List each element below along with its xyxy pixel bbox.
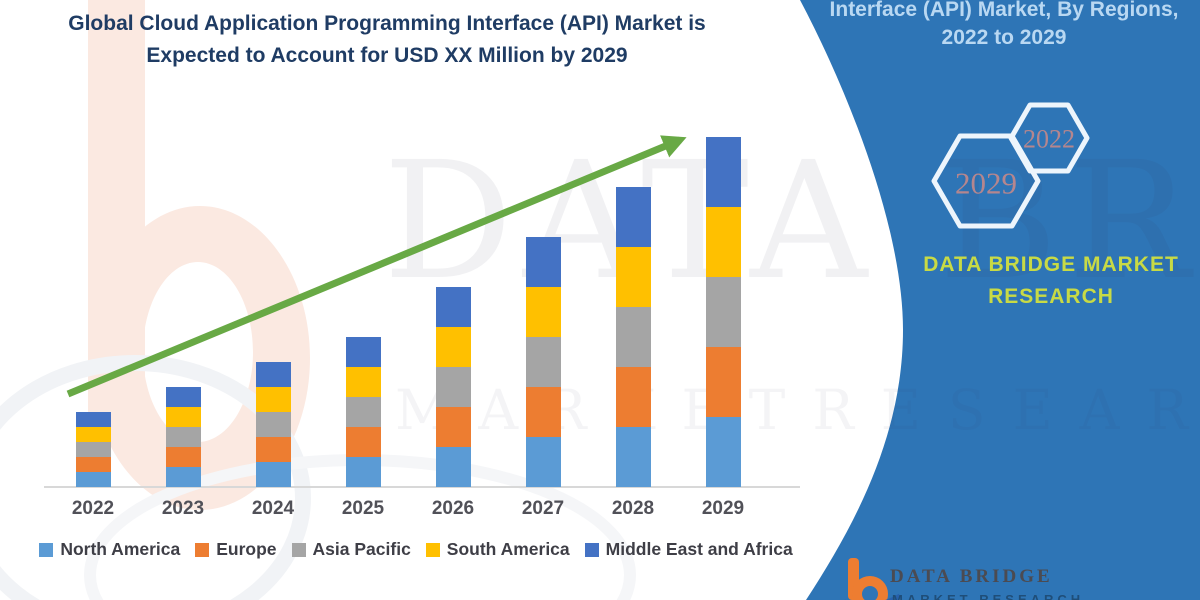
chart-title-line2: Expected to Account for USD XX Million b… <box>146 43 628 67</box>
bar-2022 <box>75 412 111 487</box>
legend-item-europe: Europe <box>195 539 277 560</box>
bar-segment-europe <box>345 427 381 457</box>
databridge-logo: DATA BRIDGE MARKET RESEARCH <box>840 552 1160 600</box>
bar-segment-north-america <box>615 427 651 487</box>
bar-segment-europe <box>165 447 201 467</box>
legend-item-asia-pacific: Asia Pacific <box>291 539 411 560</box>
bar-segment-middle-east-and-africa <box>615 187 651 247</box>
hexagon-2022-icon <box>1008 102 1090 174</box>
bar-segment-middle-east-and-africa <box>255 362 291 387</box>
bar-segment-north-america <box>525 437 561 487</box>
brand-name: DATA BRIDGE MARKET RESEARCH <box>900 249 1200 312</box>
x-axis-line <box>44 486 800 488</box>
legend-label: Europe <box>216 539 277 559</box>
legend-item-middle-east-and-africa: Middle East and Africa <box>584 539 793 560</box>
brand-name-line1: DATA BRIDGE MARKET <box>923 253 1179 276</box>
legend-item-south-america: South America <box>425 539 570 560</box>
legend-item-north-america: North America <box>39 539 180 560</box>
bar-segment-middle-east-and-africa <box>345 337 381 367</box>
legend-label: South America <box>446 539 570 559</box>
bar-segment-europe <box>525 387 561 437</box>
bar-segment-north-america <box>435 447 471 487</box>
hexagon-2029-label: 2029 <box>955 166 1017 201</box>
bar-segment-south-america <box>255 387 291 412</box>
x-axis-label-2023: 2023 <box>161 498 205 519</box>
trend-arrow-icon <box>66 135 687 398</box>
bar-segment-europe <box>435 407 471 447</box>
bar-segment-south-america <box>705 207 741 277</box>
bar-2023 <box>165 387 201 487</box>
logo-subtext: MARKET RESEARCH <box>892 592 1085 600</box>
legend-swatch-icon <box>425 542 440 557</box>
bar-2025 <box>345 337 381 487</box>
legend-swatch-icon <box>584 542 599 557</box>
side-panel-title-line1: Interface (API) Market, By Regions, <box>829 0 1179 21</box>
x-axis-label-2028: 2028 <box>611 498 655 519</box>
x-axis-label-2027: 2027 <box>521 498 565 519</box>
bar-segment-south-america <box>75 427 111 442</box>
bar-2029 <box>705 137 741 487</box>
chart-legend: North America Europe Asia Pacific South Ame… <box>35 539 797 560</box>
legend-label: North America <box>60 539 181 559</box>
bar-segment-south-america <box>435 327 471 367</box>
bar-segment-asia-pacific <box>255 412 291 437</box>
stacked-bar-chart <box>40 120 800 488</box>
bar-segment-north-america <box>75 472 111 487</box>
databridge-logo-icon <box>844 558 902 600</box>
bar-segment-asia-pacific <box>525 337 561 387</box>
bar-segment-asia-pacific <box>615 307 651 367</box>
x-axis-label-2026: 2026 <box>431 498 475 519</box>
bar-segment-north-america <box>255 462 291 487</box>
x-axis-label-2029: 2029 <box>701 498 745 519</box>
bar-2027 <box>525 237 561 487</box>
hexagon-2022-label: 2022 <box>1023 125 1075 154</box>
side-panel-title: Interface (API) Market, By Regions, 2022… <box>812 0 1196 51</box>
side-panel-shape <box>800 0 1200 600</box>
bar-segment-north-america <box>705 417 741 487</box>
bar-segment-europe <box>75 457 111 472</box>
legend-label: Asia Pacific <box>312 539 411 559</box>
bar-segment-asia-pacific <box>435 367 471 407</box>
x-axis-label-2024: 2024 <box>251 498 295 519</box>
bar-segment-south-america <box>165 407 201 427</box>
legend-label: Middle East and Africa <box>605 539 793 559</box>
bar-segment-north-america <box>165 467 201 487</box>
bar-segment-asia-pacific <box>75 442 111 457</box>
bar-segment-europe <box>255 437 291 462</box>
bar-segment-middle-east-and-africa <box>525 237 561 287</box>
bar-segment-south-america <box>615 247 651 307</box>
bar-segment-north-america <box>345 457 381 487</box>
bar-segment-south-america <box>525 287 561 337</box>
bar-segment-europe <box>615 367 651 427</box>
bar-segment-middle-east-and-africa <box>705 137 741 207</box>
side-panel-title-line2: 2022 to 2029 <box>941 25 1067 49</box>
legend-swatch-icon <box>195 542 210 557</box>
x-axis-label-2025: 2025 <box>341 498 385 519</box>
chart-title-line1: Global Cloud Application Programming Int… <box>68 12 706 35</box>
bar-2028 <box>615 187 651 487</box>
bar-2024 <box>255 362 291 487</box>
brand-name-line2: RESEARCH <box>988 284 1114 308</box>
bar-2026 <box>435 287 471 487</box>
logo-text: DATA BRIDGE <box>890 566 1053 587</box>
chart-title: Global Cloud Application Programming Int… <box>28 8 746 71</box>
legend-swatch-icon <box>291 542 306 557</box>
bar-segment-europe <box>705 347 741 417</box>
bar-segment-asia-pacific <box>705 277 741 347</box>
bar-segment-middle-east-and-africa <box>435 287 471 327</box>
legend-swatch-icon <box>39 542 54 557</box>
bar-segment-south-america <box>345 367 381 397</box>
bar-segment-asia-pacific <box>345 397 381 427</box>
x-axis-label-2022: 2022 <box>71 498 115 519</box>
bar-segment-asia-pacific <box>165 427 201 447</box>
bar-segment-middle-east-and-africa <box>75 412 111 427</box>
x-axis-labels: 2022 2023 2024 2025 2026 2027 2028 2029 <box>40 498 800 524</box>
bar-segment-middle-east-and-africa <box>165 387 201 407</box>
